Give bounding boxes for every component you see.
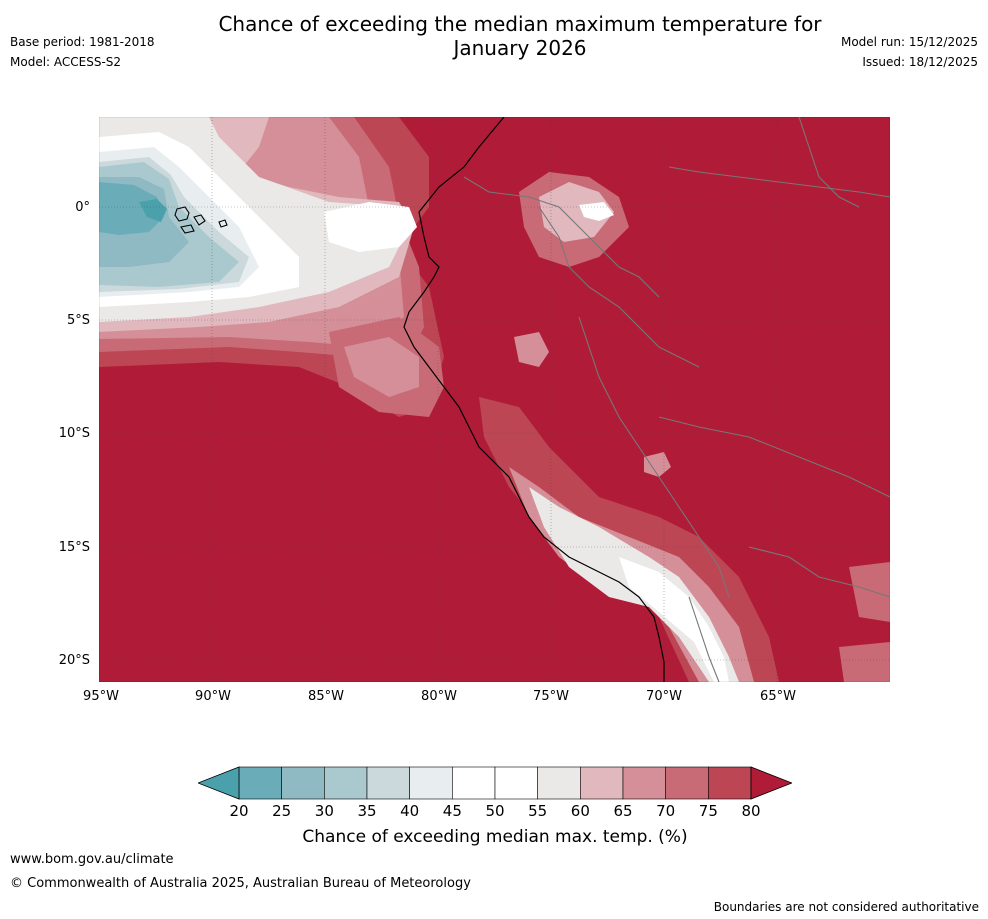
model-name: Model: ACCESS-S2 xyxy=(10,55,122,69)
colorbar-tick-label: 25 xyxy=(272,802,292,820)
colorbar-cell xyxy=(324,766,368,800)
colorbar-tick-label: 40 xyxy=(400,802,420,820)
galapagos-islands xyxy=(174,206,228,234)
colorbar-label: Chance of exceeding median max. temp. (%… xyxy=(302,827,688,847)
colorbar-cell xyxy=(238,766,282,800)
colorbar-cell xyxy=(452,766,496,800)
ocean-south-65 xyxy=(344,337,419,397)
lon-label-80w: 80°W xyxy=(421,689,457,704)
colorbar-left-arrow xyxy=(198,766,240,800)
lon-label-70w: 70°W xyxy=(646,689,682,704)
meta-left: Base period: 1981-2018 Model: ACCESS-S2 xyxy=(10,32,155,72)
lat-label-20s: 20°S xyxy=(58,653,90,668)
map-title: Chance of exceeding the median maximum t… xyxy=(0,12,988,60)
title-line-2: January 2026 xyxy=(453,36,587,60)
colorbar xyxy=(198,766,792,800)
east-patch xyxy=(849,562,890,622)
issued-date: Issued: 18/12/2025 xyxy=(862,55,978,69)
offshore-white-patch xyxy=(324,202,417,252)
colorbar-tick-label: 80 xyxy=(741,802,761,820)
ocean-band-25 xyxy=(99,182,164,235)
colorbar-tick-label: 60 xyxy=(570,802,590,820)
colorbar-tick-label: 65 xyxy=(613,802,633,820)
colorbar-cell xyxy=(409,766,453,800)
colorbar-cell xyxy=(366,766,410,800)
base-period: Base period: 1981-2018 xyxy=(10,35,155,49)
meta-right: Model run: 15/12/2025 Issued: 18/12/2025 xyxy=(841,32,978,72)
colorbar-cell xyxy=(494,766,538,800)
colorbar-tick-label: 75 xyxy=(698,802,718,820)
colorbar-cell xyxy=(708,766,752,800)
colorbar-cell xyxy=(537,766,581,800)
model-run: Model run: 15/12/2025 xyxy=(840,35,978,49)
grid-lines xyxy=(99,117,890,682)
probability-map xyxy=(99,117,890,682)
colorbar-tick-label: 45 xyxy=(442,802,462,820)
ocean-band-20 xyxy=(139,199,167,222)
colorbar-tick-label: 70 xyxy=(656,802,676,820)
andes-north-patch-60 xyxy=(539,182,614,242)
boundaries-disclaimer: Boundaries are not considered authoritat… xyxy=(713,900,979,914)
lat-label-10s: 10°S xyxy=(58,426,90,441)
lon-label-95w: 95°W xyxy=(83,689,119,704)
colorbar-cell xyxy=(622,766,666,800)
inland-small-patch xyxy=(514,332,549,367)
colorbar-cell xyxy=(580,766,624,800)
lat-label-5s: 5°S xyxy=(66,313,90,328)
andes-north-patch-50 xyxy=(579,202,614,221)
lon-label-75w: 75°W xyxy=(533,689,569,704)
colorbar-cell xyxy=(281,766,325,800)
lon-label-65w: 65°W xyxy=(760,689,796,704)
colorbar-tick-label: 35 xyxy=(357,802,377,820)
country-borders xyxy=(463,117,890,682)
colorbar-tick-label: 30 xyxy=(314,802,334,820)
lat-label-15s: 15°S xyxy=(58,540,90,555)
website-link[interactable]: www.bom.gov.au/climate xyxy=(10,852,174,867)
east-south-patch xyxy=(839,642,890,682)
lon-label-90w: 90°W xyxy=(195,689,231,704)
andes-south-50 xyxy=(619,557,729,682)
title-line-1: Chance of exceeding the median maximum t… xyxy=(218,12,822,36)
colorbar-cell xyxy=(665,766,709,800)
lat-label-0: 0° xyxy=(75,200,90,215)
inland-small-patch-2 xyxy=(644,452,671,477)
colorbar-tick-label: 55 xyxy=(528,802,548,820)
copyright-text: © Commonwealth of Australia 2025, Austra… xyxy=(10,876,471,891)
lon-label-85w: 85°W xyxy=(308,689,344,704)
colorbar-tick-label: 20 xyxy=(229,802,249,820)
coastline-south-america xyxy=(403,117,665,682)
colorbar-tick-label: 50 xyxy=(485,802,505,820)
colorbar-right-arrow xyxy=(750,766,792,800)
